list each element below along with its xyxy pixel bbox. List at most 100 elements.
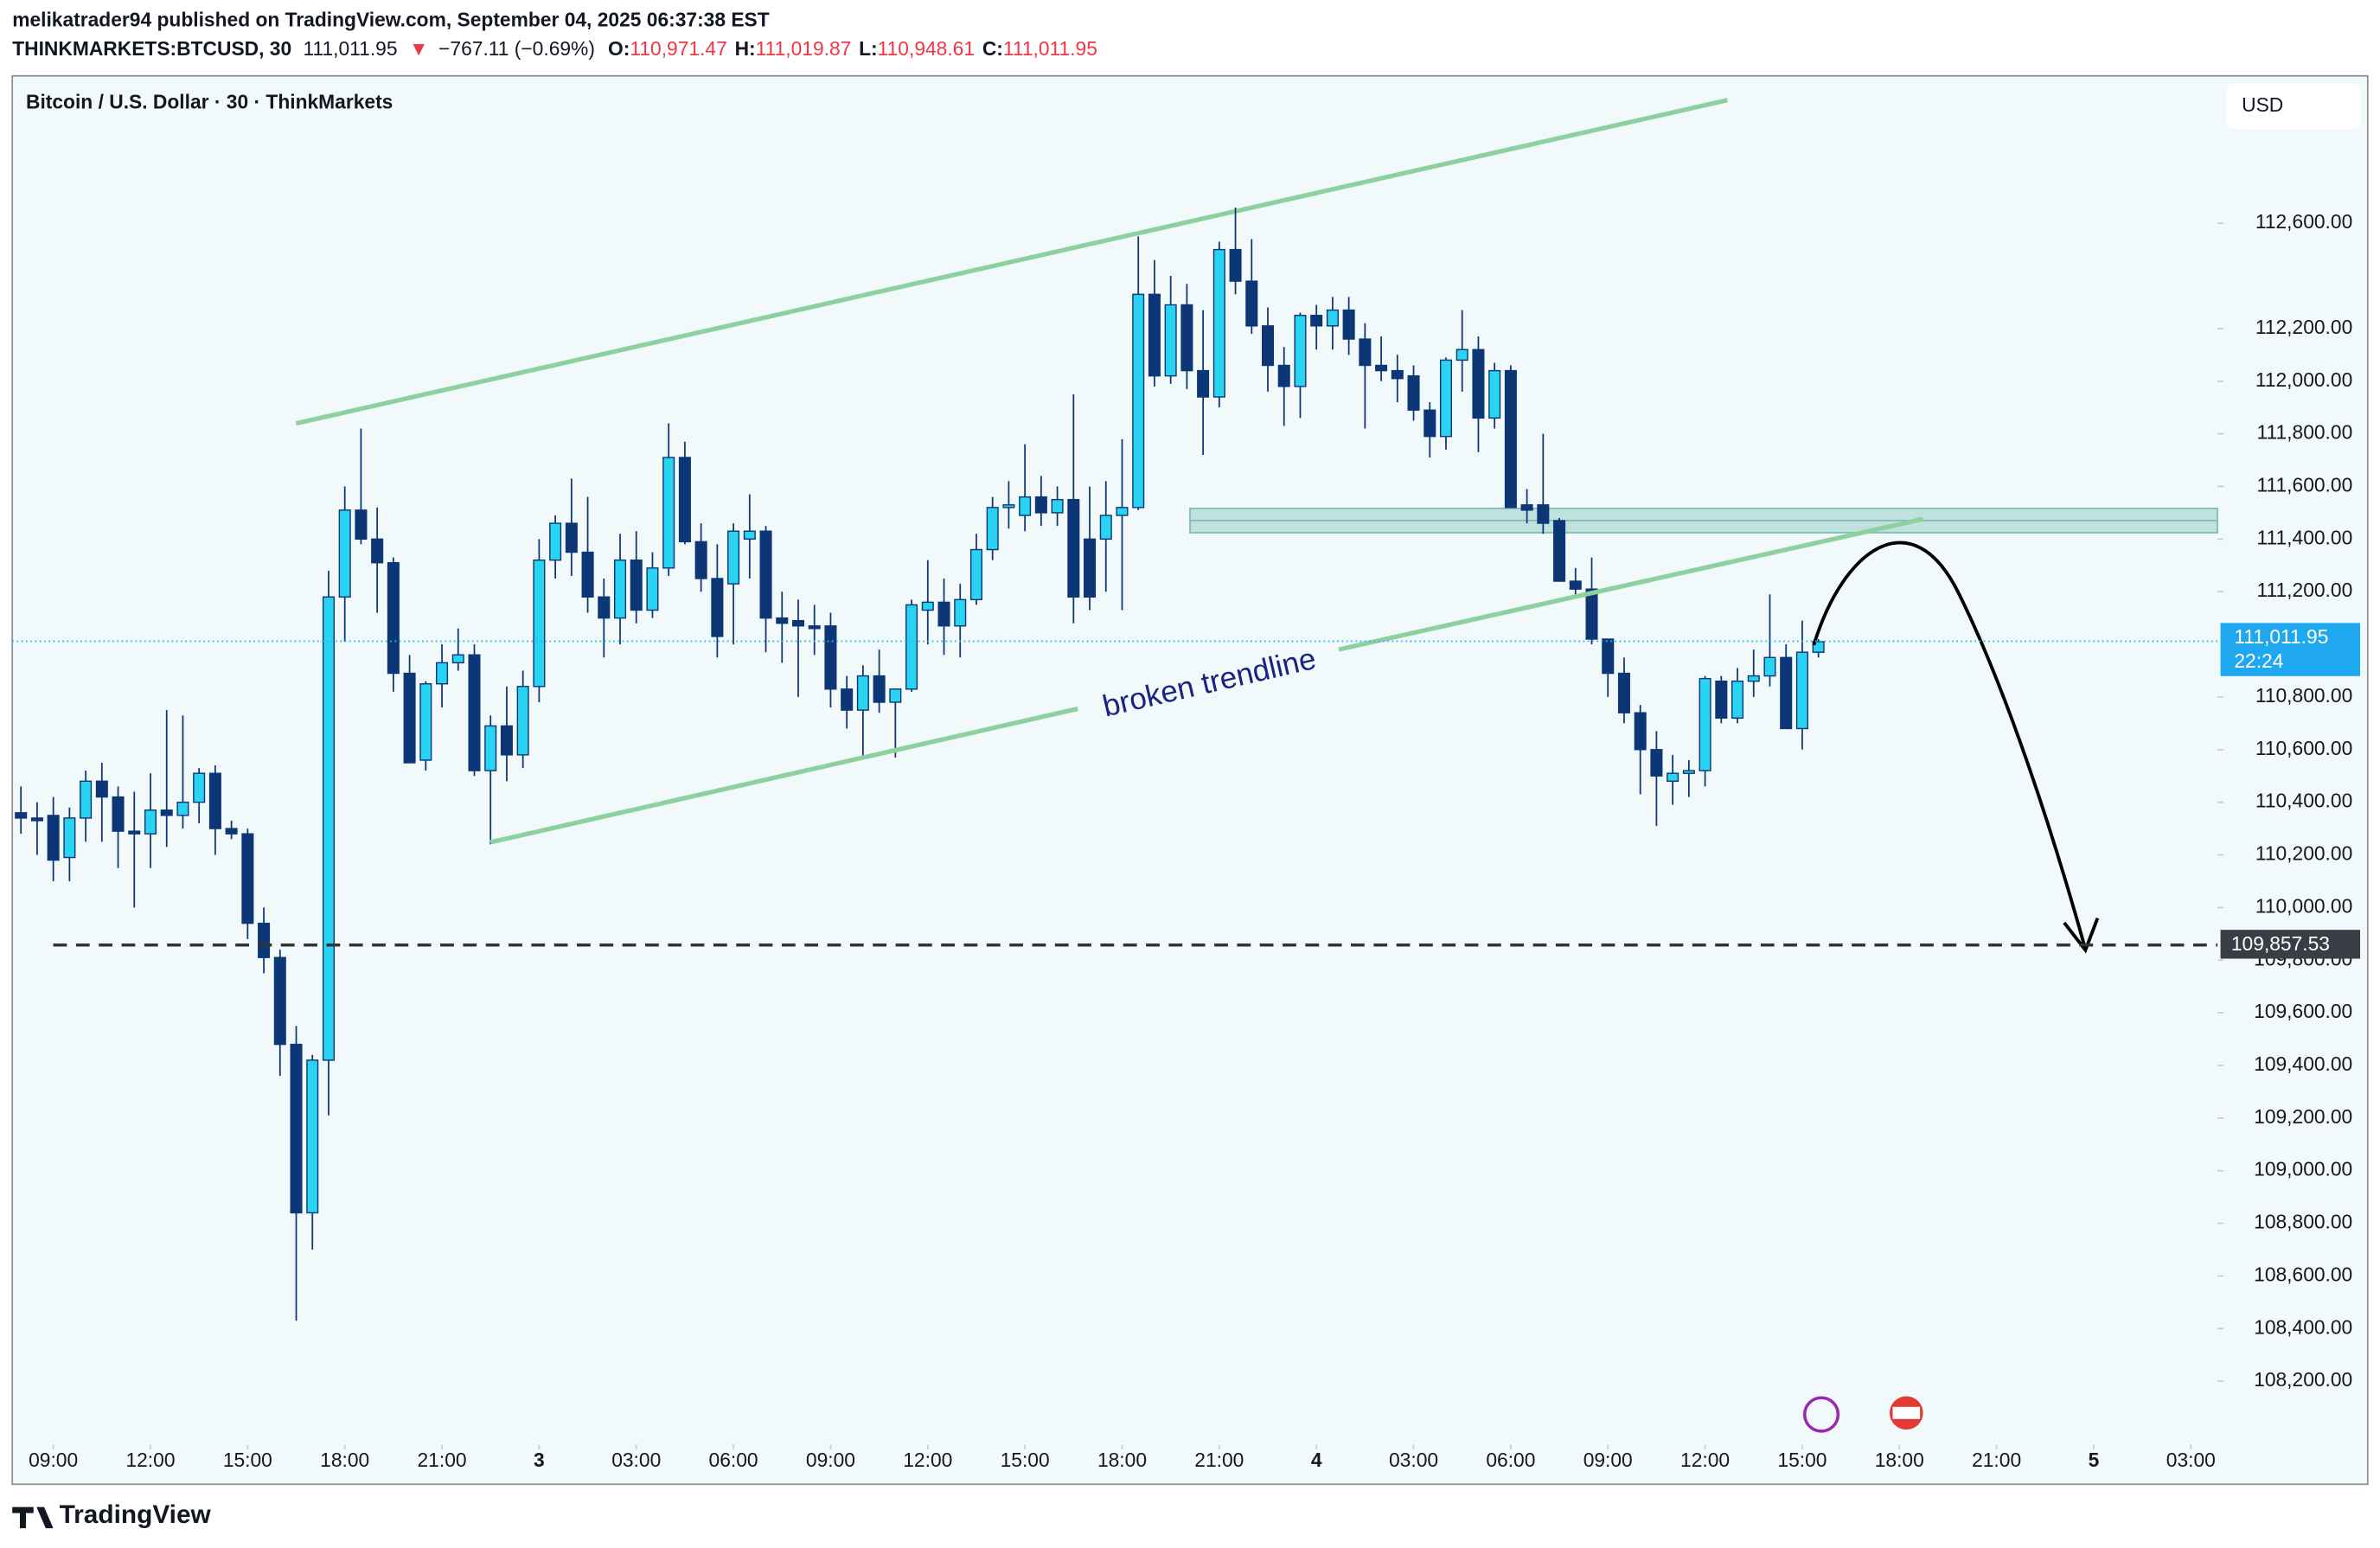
x-tick-label: 09:00 (29, 1449, 78, 1471)
candle-body (15, 812, 28, 819)
x-tick-label: 5 (2089, 1449, 2100, 1471)
candle-body (678, 457, 691, 543)
y-tick-label: 108,600.00 (2254, 1263, 2352, 1285)
candle-body (436, 662, 449, 685)
candle-body (468, 654, 481, 771)
candle-body (258, 922, 271, 958)
x-tick-label: 12:00 (1680, 1449, 1730, 1471)
candle-body (1019, 496, 1032, 516)
y-tick-label: 109,200.00 (2254, 1105, 2352, 1128)
currency-box[interactable] (2226, 83, 2361, 130)
candle-body (565, 522, 578, 553)
change: −767.11 (−0.69%) (438, 37, 595, 60)
arrow-head (2063, 918, 2100, 954)
level-label: 109,857.53 (2231, 932, 2330, 955)
candle-body (1034, 496, 1047, 514)
x-tick-label: 4 (1311, 1449, 1322, 1471)
candle-body (1375, 364, 1388, 372)
candle-body (694, 541, 707, 579)
candle-body (662, 457, 675, 569)
candle-body (63, 817, 76, 859)
candle-body (403, 672, 416, 764)
last-value: 111,011.95 (304, 37, 398, 60)
candle-body (873, 675, 886, 703)
candle-body (1602, 638, 1615, 675)
x-tick-label: 06:00 (709, 1449, 758, 1471)
candle-body (273, 956, 286, 1046)
candle-body (1002, 504, 1015, 509)
y-tick-label: 110,600.00 (2255, 737, 2352, 759)
candle-body (1650, 749, 1663, 777)
candle-body (1326, 309, 1339, 327)
candle-body (290, 1043, 303, 1214)
candle-body (1763, 656, 1776, 677)
x-tick-label: 21:00 (418, 1449, 467, 1471)
y-tick-label: 111,800.00 (2257, 421, 2353, 444)
plot (295, 98, 2218, 534)
candle-body (889, 688, 902, 703)
ohlc-key: C: (982, 37, 1003, 60)
symbol-line: THINKMARKETS:BTCUSD, 30 111,011.95 ▼ −76… (12, 37, 1097, 60)
candle-body (355, 509, 368, 541)
candle-body (1617, 672, 1630, 713)
candle-body (856, 675, 869, 711)
candle-body (841, 688, 854, 711)
candle-body (581, 551, 594, 598)
candle-body (791, 619, 805, 627)
candle-body (95, 780, 108, 798)
y-tick-label: 109,400.00 (2254, 1052, 2352, 1075)
currency: USD (2242, 93, 2283, 116)
lower-trendline (1338, 516, 1924, 652)
candle-body (1067, 498, 1080, 598)
x-tick-label: 18:00 (320, 1449, 369, 1471)
candle-body (1439, 359, 1453, 438)
x-tick-label: 03:00 (2166, 1449, 2216, 1471)
candle-body (193, 772, 206, 803)
event-icon[interactable] (1802, 1396, 1840, 1433)
y-tick-label: 109,000.00 (2254, 1158, 2352, 1180)
candle-body (776, 617, 789, 624)
candle-body (921, 601, 934, 611)
candle-body (1212, 248, 1225, 398)
candle-body (1731, 680, 1744, 719)
projection-arrow (1812, 541, 2086, 945)
candle-body (1585, 588, 1598, 640)
y-tick-label: 111,600.00 (2257, 474, 2353, 496)
candle-body (1424, 409, 1436, 438)
candle-body (598, 596, 611, 619)
x-tick-label: 09:00 (1583, 1449, 1633, 1471)
x-tick-label: 3 (534, 1449, 545, 1471)
candle-body (1569, 580, 1582, 590)
candle-body (727, 530, 740, 585)
ohlc-key: H: (735, 37, 756, 60)
last-price-label: 111,011.95 (2234, 625, 2328, 648)
candle-body (160, 809, 173, 816)
candle-body (937, 601, 950, 627)
candle-body (646, 567, 659, 611)
candle-body (1634, 712, 1647, 751)
candle-body (824, 625, 837, 690)
candle-body (1391, 369, 1404, 380)
candle-body (1342, 309, 1355, 340)
ohlc-value: 110,948.61 (878, 37, 975, 60)
tv-logo (12, 1506, 54, 1529)
candle-body (905, 604, 918, 690)
candle-body (1197, 369, 1210, 398)
ohlc-key: L: (859, 37, 878, 60)
candle-body (549, 522, 562, 561)
candle-body (1359, 338, 1372, 367)
candle-body (1504, 369, 1517, 509)
candle-body (484, 725, 497, 771)
last-price-box (2220, 623, 2361, 676)
ohlc-value: 111,011.95 (1003, 37, 1097, 60)
x-tick-label: 15:00 (223, 1449, 272, 1471)
candle-body (516, 686, 529, 756)
x-tick-label: 18:00 (1875, 1449, 1924, 1471)
candle-body (451, 654, 464, 664)
candle-body (419, 683, 432, 761)
x-tick-label: 03:00 (1389, 1449, 1438, 1471)
x-tick-label: 21:00 (1194, 1449, 1244, 1471)
candle-body (30, 817, 43, 822)
y-tick-label: 112,200.00 (2255, 316, 2352, 338)
candle-body (1245, 280, 1258, 327)
